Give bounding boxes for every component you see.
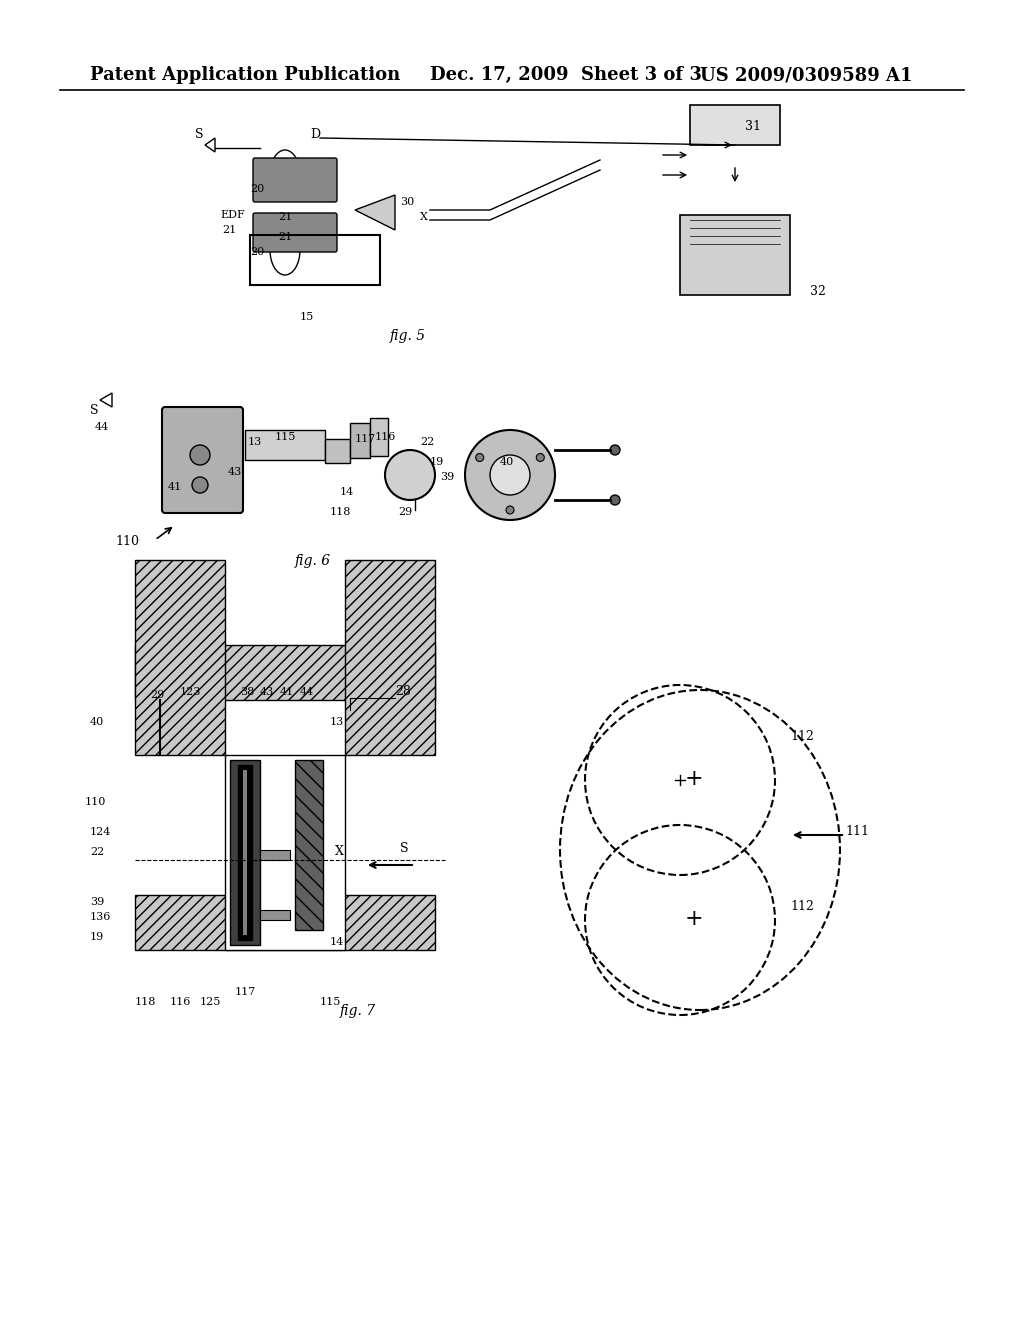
- Circle shape: [385, 450, 435, 500]
- Circle shape: [465, 430, 555, 520]
- Bar: [680, 215, 790, 294]
- Circle shape: [506, 506, 514, 513]
- Circle shape: [610, 445, 620, 455]
- Text: 43: 43: [260, 686, 274, 697]
- Text: 14: 14: [330, 937, 344, 946]
- Bar: [325, 440, 350, 463]
- Bar: [350, 422, 370, 458]
- Bar: [135, 645, 435, 700]
- Bar: [135, 560, 225, 755]
- Text: 22: 22: [420, 437, 434, 447]
- Bar: [260, 909, 290, 920]
- Text: fig. 6: fig. 6: [295, 554, 331, 568]
- Text: 110: 110: [85, 797, 106, 807]
- Bar: [345, 560, 435, 755]
- Text: 112: 112: [790, 730, 814, 743]
- Text: 20: 20: [250, 247, 264, 257]
- FancyBboxPatch shape: [253, 213, 337, 252]
- Text: 118: 118: [135, 997, 157, 1007]
- FancyBboxPatch shape: [253, 158, 337, 202]
- Text: 39: 39: [440, 473, 455, 482]
- Text: 112: 112: [790, 900, 814, 913]
- Text: 22: 22: [90, 847, 104, 857]
- Text: 123: 123: [180, 686, 202, 697]
- Text: Patent Application Publication: Patent Application Publication: [90, 66, 400, 84]
- Bar: [230, 760, 260, 945]
- Bar: [245, 430, 325, 459]
- Text: S: S: [195, 128, 204, 141]
- Text: 29: 29: [398, 507, 413, 517]
- Text: X: X: [420, 213, 428, 222]
- Text: 13: 13: [330, 717, 344, 727]
- Text: fig. 7: fig. 7: [340, 1005, 376, 1018]
- Circle shape: [476, 454, 483, 462]
- Text: S: S: [400, 842, 409, 855]
- Bar: [243, 770, 247, 935]
- Text: 21: 21: [278, 213, 292, 222]
- Text: 117: 117: [355, 434, 376, 444]
- Text: 19: 19: [90, 932, 104, 942]
- Text: US 2009/0309589 A1: US 2009/0309589 A1: [700, 66, 912, 84]
- Text: 44: 44: [300, 686, 314, 697]
- Text: 29: 29: [150, 690, 164, 700]
- FancyBboxPatch shape: [162, 407, 243, 513]
- Text: fig. 5: fig. 5: [390, 329, 426, 343]
- Circle shape: [537, 454, 545, 462]
- Text: 13: 13: [248, 437, 262, 447]
- Text: 38: 38: [240, 686, 254, 697]
- Text: 136: 136: [90, 912, 112, 921]
- Text: 40: 40: [500, 457, 514, 467]
- Text: 125: 125: [200, 997, 221, 1007]
- Text: 116: 116: [375, 432, 396, 442]
- Text: 111: 111: [845, 825, 869, 838]
- Text: 41: 41: [168, 482, 182, 492]
- Text: 21: 21: [222, 224, 237, 235]
- Text: 118: 118: [330, 507, 351, 517]
- Bar: [250, 235, 380, 285]
- Text: Dec. 17, 2009  Sheet 3 of 3: Dec. 17, 2009 Sheet 3 of 3: [430, 66, 701, 84]
- Text: 40: 40: [90, 717, 104, 727]
- Circle shape: [193, 477, 208, 492]
- Polygon shape: [355, 195, 395, 230]
- Text: 14: 14: [340, 487, 354, 498]
- Text: 44: 44: [95, 422, 110, 432]
- Text: 15: 15: [300, 312, 314, 322]
- Text: +: +: [685, 908, 703, 931]
- Text: D: D: [310, 128, 321, 141]
- Bar: [690, 106, 780, 145]
- Text: 115: 115: [275, 432, 296, 442]
- Text: 117: 117: [234, 987, 256, 997]
- Text: 115: 115: [319, 997, 341, 1007]
- Bar: [260, 850, 290, 861]
- Circle shape: [190, 445, 210, 465]
- Bar: [370, 418, 388, 455]
- Text: 30: 30: [400, 197, 415, 207]
- Text: 31: 31: [745, 120, 761, 133]
- Text: 28: 28: [395, 685, 411, 698]
- Text: +: +: [685, 768, 703, 789]
- Text: X: X: [335, 845, 344, 858]
- Bar: [295, 760, 323, 931]
- Text: 21: 21: [278, 232, 292, 242]
- Text: 39: 39: [90, 898, 104, 907]
- Text: 110: 110: [115, 535, 139, 548]
- Text: 116: 116: [170, 997, 191, 1007]
- Circle shape: [610, 495, 620, 506]
- Text: 19: 19: [430, 457, 444, 467]
- Text: 32: 32: [810, 285, 826, 298]
- Circle shape: [490, 455, 530, 495]
- Bar: [225, 755, 345, 950]
- Bar: [135, 895, 435, 950]
- Text: 41: 41: [280, 686, 294, 697]
- Text: 20: 20: [250, 183, 264, 194]
- Text: S: S: [90, 404, 98, 417]
- Text: 124: 124: [90, 828, 112, 837]
- Text: EDF: EDF: [220, 210, 245, 220]
- Text: 43: 43: [228, 467, 243, 477]
- Bar: [238, 766, 252, 940]
